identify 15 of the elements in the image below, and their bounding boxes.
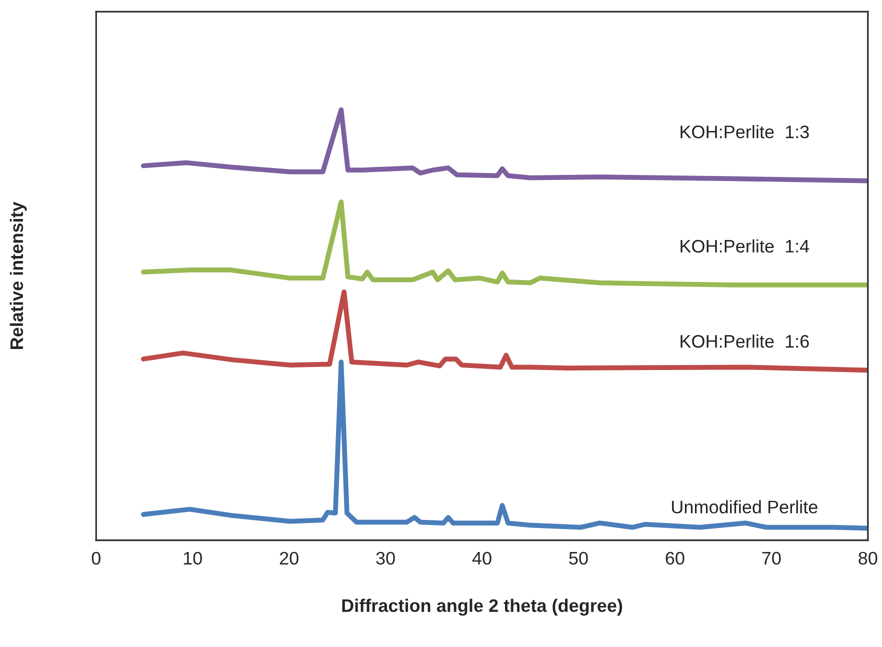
x-tick-label: 70 [762, 552, 781, 565]
x-axis-title: Diffraction angle 2 theta (degree) [342, 598, 622, 616]
series-label: KOH:Perlite 1:4 [680, 239, 810, 253]
x-tick-label: 30 [376, 552, 395, 565]
series-label: Unmodified Perlite [672, 500, 818, 514]
text: KOH:Perlite 1:3 [680, 125, 809, 138]
x-tick-label: 60 [666, 552, 684, 565]
x-tick-label: 10 [184, 552, 202, 565]
x-tick-label: 40 [472, 552, 492, 565]
x-tick-label: 0 [92, 552, 100, 565]
x-tick-label: 20 [280, 552, 298, 565]
x-tick-label: 80 [858, 552, 878, 565]
y-axis-title: Relative intensity [10, 202, 27, 349]
series-label: KOH:Perlite 1:6 [680, 334, 809, 348]
x-tick-label: 50 [569, 552, 588, 565]
